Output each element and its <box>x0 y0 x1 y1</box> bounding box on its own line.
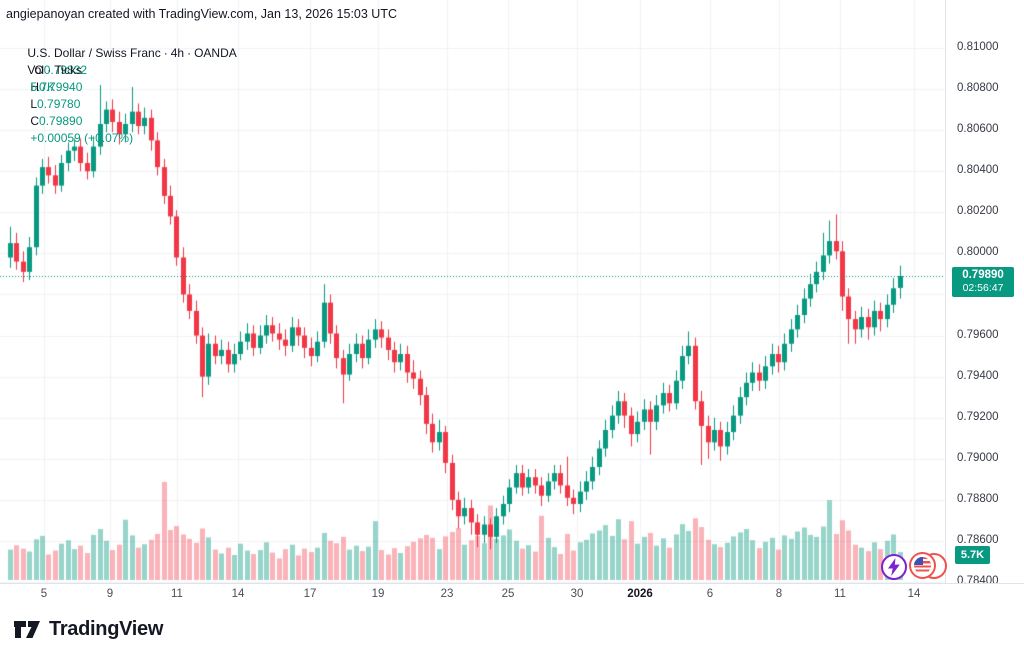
high-value: 0.79940 <box>39 80 83 94</box>
close-value: 0.79890 <box>39 114 83 128</box>
price-axis-label: 0.79600 <box>957 328 999 341</box>
interval-label[interactable]: 4h <box>170 46 185 60</box>
legend-volume-row: Vol · Ticks 5.7K <box>14 45 237 94</box>
exchange-label[interactable]: OANDA <box>194 46 237 60</box>
price-axis-label: 0.80600 <box>957 123 999 136</box>
bar-countdown: 02:56:47 <box>962 281 1004 294</box>
price-axis-label: 0.80200 <box>957 205 999 218</box>
us-flag <box>914 557 931 574</box>
low-label: L <box>30 97 38 111</box>
close-label: C <box>30 114 40 128</box>
time-axis-label: 17 <box>303 588 317 600</box>
volume-label[interactable]: Vol · Ticks <box>27 63 83 77</box>
time-axis-label: 11 <box>834 588 846 600</box>
separator-dot: · <box>163 46 168 60</box>
open-value: 0.79832 <box>43 63 88 77</box>
tradingview-logo[interactable]: TradingView <box>14 618 163 641</box>
economic-event-us-flag-icon[interactable] <box>909 552 947 580</box>
price-axis-label: 0.80800 <box>957 82 999 95</box>
time-axis-label: 2026 <box>627 588 653 600</box>
price-axis-label: 0.79400 <box>957 369 999 382</box>
time-axis-label: 19 <box>371 588 385 600</box>
high-label: H <box>30 80 40 94</box>
price-axis-label: 0.80000 <box>957 246 999 259</box>
time-axis-label: 23 <box>440 588 454 600</box>
price-axis-label: 0.79000 <box>957 451 999 464</box>
volume-value: 5.7K <box>30 80 56 94</box>
low-value: 0.79780 <box>37 97 81 111</box>
price-axis-label: 0.78600 <box>957 533 999 546</box>
price-axis-label: 0.79200 <box>957 410 999 423</box>
time-axis-label: 14 <box>907 588 921 600</box>
tradingview-logo-mark <box>14 621 40 638</box>
us-flag-circle <box>909 552 936 579</box>
time-axis-label: 30 <box>570 588 584 600</box>
lightning-bolt-icon <box>888 558 900 576</box>
time-axis[interactable]: 5 9 11 14 17 19 23 25 30 2026 6 8 11 14 <box>0 583 1024 606</box>
chart-legend: U.S. Dollar / Swiss Franc · 4h · OANDA O0.79… <box>14 28 237 145</box>
time-axis-label: 25 <box>501 588 515 600</box>
price-axis-label: 0.80400 <box>957 164 999 177</box>
time-axis-label: 11 <box>171 588 183 600</box>
attribution-text: angiepanoyan created with TradingView.co… <box>6 7 397 21</box>
time-axis-label: 6 <box>706 588 714 600</box>
price-axis-label: 0.78800 <box>957 492 999 505</box>
volume-axis-badge: 5.7K <box>955 546 990 564</box>
tradingview-logo-text: TradingView <box>49 618 164 640</box>
change-value: +0.00059 (+0.07%) <box>30 131 134 145</box>
price-axis[interactable]: 0.79890 02:56:47 5.7K 0.81000 0.80800 0.80… <box>945 0 1024 605</box>
last-price-value: 0.79890 <box>962 268 1004 281</box>
time-axis-label: 14 <box>231 588 245 600</box>
separator-dot: · <box>187 46 192 60</box>
time-axis-label: 8 <box>775 588 783 600</box>
legend-symbol-row: U.S. Dollar / Swiss Franc · 4h · OANDA O0.79… <box>14 28 236 145</box>
price-axis-label: 0.81000 <box>957 41 999 53</box>
us-flag-canton <box>914 557 923 565</box>
last-price-badge: 0.79890 02:56:47 <box>952 266 1014 297</box>
time-axis-label: 9 <box>106 588 114 600</box>
symbol-title[interactable]: U.S. Dollar / Swiss Franc <box>27 46 161 60</box>
economic-event-lightning-icon[interactable] <box>881 554 907 580</box>
time-axis-label: 5 <box>40 588 48 600</box>
price-chart-canvas[interactable] <box>0 0 945 583</box>
open-label: O <box>34 63 44 77</box>
